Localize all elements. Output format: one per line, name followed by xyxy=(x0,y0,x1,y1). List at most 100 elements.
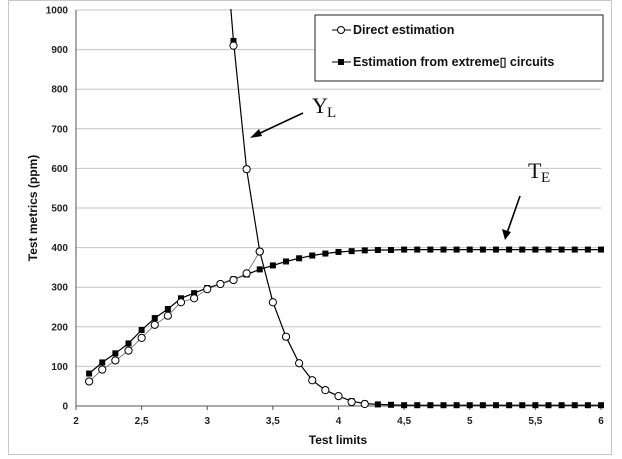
marker-extreme-te xyxy=(427,246,434,253)
marker-extreme-te xyxy=(453,246,460,253)
x-tick-label: 2 xyxy=(73,416,79,427)
marker-direct xyxy=(242,269,251,278)
marker-extreme-yl xyxy=(479,402,486,409)
annotation-yl-arrowhead xyxy=(250,129,262,138)
y-tick-label: 500 xyxy=(51,204,68,215)
marker-extreme-yl xyxy=(584,402,591,409)
marker-extreme-te xyxy=(348,248,355,255)
marker-extreme-te xyxy=(361,247,368,254)
y-tick-label: 600 xyxy=(51,164,68,175)
marker-extreme-yl xyxy=(427,402,434,409)
marker-extreme-te xyxy=(519,246,526,253)
marker-extreme-te xyxy=(466,246,473,253)
marker-direct xyxy=(150,320,159,329)
marker-extreme-te xyxy=(99,359,106,366)
marker-direct xyxy=(85,377,94,386)
marker-extreme-te xyxy=(269,262,276,269)
marker-direct xyxy=(255,247,264,256)
marker-extreme-yl xyxy=(519,402,526,409)
marker-extreme-te xyxy=(401,246,408,253)
marker-extreme-yl xyxy=(388,401,394,408)
annotation-yl-arrow xyxy=(255,112,304,136)
x-tick-label: 4 xyxy=(336,416,342,427)
marker-extreme-te xyxy=(335,248,342,255)
marker-extreme-te xyxy=(164,305,171,312)
marker-extreme-te xyxy=(388,246,394,253)
marker-extreme-yl xyxy=(466,402,473,409)
x-tick-label: 6 xyxy=(598,416,604,427)
y-tick-label: 700 xyxy=(51,124,68,135)
marker-extreme-te xyxy=(506,246,513,253)
legend: Direct estimation Estimation from extrem… xyxy=(314,14,604,82)
y-tick-label: 200 xyxy=(51,322,68,333)
marker-extreme-te xyxy=(558,246,565,253)
marker-extreme-te xyxy=(191,290,198,297)
annotation-te: T E xyxy=(502,158,550,240)
marker-direct xyxy=(98,365,107,374)
y-axis-title: Test metrics (ppm) xyxy=(26,155,40,261)
marker-direct xyxy=(229,41,238,50)
marker-direct xyxy=(360,399,369,409)
marker-extreme-yl xyxy=(453,402,460,409)
x-tick-label: 3,5 xyxy=(266,416,280,427)
marker-direct xyxy=(137,333,146,342)
marker-extreme-te xyxy=(493,246,499,253)
marker-direct xyxy=(124,346,133,355)
marker-extreme-te xyxy=(86,370,93,377)
x-tick-label: 2,5 xyxy=(135,416,149,427)
marker-direct xyxy=(321,386,330,395)
marker-direct xyxy=(308,376,317,385)
marker-extreme-yl xyxy=(440,402,447,409)
marker-direct xyxy=(216,279,225,289)
annotation-yl-label: Y xyxy=(312,93,328,118)
y-tick-label: 800 xyxy=(51,85,68,96)
marker-extreme-yl xyxy=(545,402,552,409)
marker-extreme-te xyxy=(322,250,329,257)
marker-extreme-te xyxy=(440,246,447,253)
x-tick-label: 3 xyxy=(204,416,210,427)
marker-extreme-yl xyxy=(532,402,539,409)
x-tick-label: 5,5 xyxy=(528,416,542,427)
legend-marker-extreme xyxy=(338,59,344,65)
annotation-te-label: T xyxy=(528,158,542,183)
marker-extreme-te xyxy=(296,255,303,262)
marker-direct xyxy=(229,275,238,285)
marker-extreme-te xyxy=(545,246,552,253)
marker-extreme-yl xyxy=(571,402,578,409)
marker-extreme-yl xyxy=(506,402,513,409)
tick-labels: 0 100 200 300 400 500 600 700 800 900 1000 2 2,5 3 3,5… xyxy=(46,6,604,428)
marker-direct xyxy=(295,359,304,368)
marker-extreme-te xyxy=(138,326,145,333)
marker-extreme-te xyxy=(374,246,381,253)
legend-label-extreme: Estimation from extreme▯ circuits xyxy=(353,55,554,69)
marker-extreme-te xyxy=(598,246,604,253)
marker-direct xyxy=(111,356,120,365)
marker-extreme-yl xyxy=(493,402,499,409)
annotation-te-arrow xyxy=(506,195,521,234)
x-tick-label: 4,5 xyxy=(397,416,411,427)
y-tick-label: 1000 xyxy=(46,6,69,17)
marker-direct xyxy=(281,332,291,341)
marker-extreme-yl xyxy=(558,402,565,409)
marker-extreme-yl xyxy=(598,402,604,409)
y-tick-label: 900 xyxy=(51,45,68,56)
marker-direct xyxy=(242,165,251,174)
marker-extreme-te xyxy=(256,266,263,273)
marker-extreme-te xyxy=(112,350,119,357)
marker-direct xyxy=(347,397,356,407)
marker-direct xyxy=(268,298,277,307)
marker-extreme-te xyxy=(283,258,289,265)
x-axis-title: Test limits xyxy=(309,433,368,447)
y-tick-label: 0 xyxy=(62,402,68,413)
marker-direct xyxy=(334,392,343,401)
legend-box xyxy=(314,14,604,82)
marker-extreme-yl xyxy=(374,401,381,408)
marker-extreme-yl xyxy=(414,402,421,409)
marker-extreme-yl xyxy=(230,37,237,44)
legend-label-direct: Direct estimation xyxy=(353,23,454,37)
marker-extreme-te xyxy=(151,315,158,322)
marker-extreme-yl xyxy=(401,402,408,409)
annotation-yl: Y L xyxy=(250,93,336,138)
marker-extreme-te xyxy=(571,246,578,253)
